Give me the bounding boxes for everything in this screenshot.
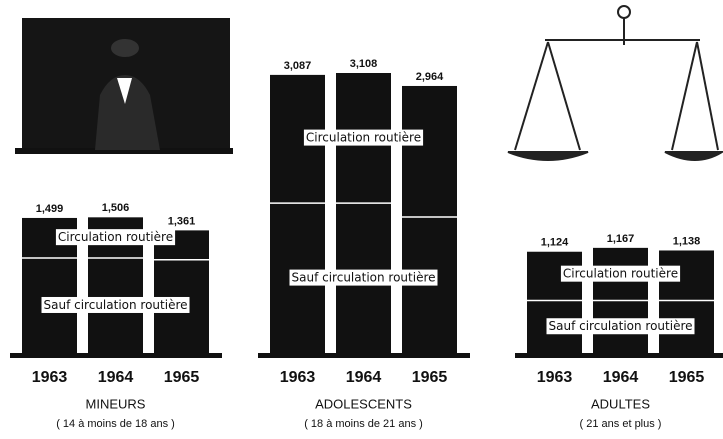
baseline [258,353,470,358]
segment-label-bg [546,318,695,335]
group-title: MINEURS [86,396,146,411]
segment-label: Sauf circulation routière [292,271,436,285]
total-label: 1,167 [607,233,635,245]
x-tick-label: 1965 [164,369,200,386]
x-tick-label: 1965 [412,369,448,386]
segment-label-bg [289,269,438,286]
segment-label: Circulation routière [563,267,678,281]
segment-label-bg [560,265,681,282]
total-label: 3,108 [350,58,378,70]
total-label: 1,361 [168,215,196,227]
group-title: ADULTES [591,396,650,411]
group-title: ADOLESCENTS [315,396,412,411]
segment-label-bg [55,229,176,246]
baseline [515,353,723,358]
total-label: 1,124 [541,237,569,249]
total-label: 2,964 [416,71,444,83]
x-tick-label: 1964 [346,369,382,386]
x-tick-label: 1965 [669,369,705,386]
total-label: 3,087 [284,60,312,72]
x-tick-label: 1963 [32,369,68,386]
segment-label: Sauf circulation routière [44,298,188,312]
x-tick-label: 1963 [537,369,573,386]
segment-label: Circulation routière [306,131,421,145]
segment-label-bg [303,129,424,146]
group-subtitle: ( 21 ans et plus ) [580,418,662,430]
segment-label-bg [41,296,190,313]
total-label: 1,138 [673,235,701,247]
total-label: 1,499 [36,203,64,215]
x-tick-label: 1964 [603,369,639,386]
total-label: 1,506 [102,202,130,214]
segment-label: Circulation routière [58,230,173,244]
x-tick-label: 1964 [98,369,134,386]
group-subtitle: ( 14 à moins de 18 ans ) [56,418,175,430]
baseline [10,353,222,358]
group-subtitle: ( 18 à moins de 21 ans ) [304,418,423,430]
judge-illustration [15,18,233,154]
bar-segment [402,85,457,217]
scales-illustration [507,5,723,161]
segment-label: Sauf circulation routière [549,319,693,333]
x-tick-label: 1963 [280,369,316,386]
